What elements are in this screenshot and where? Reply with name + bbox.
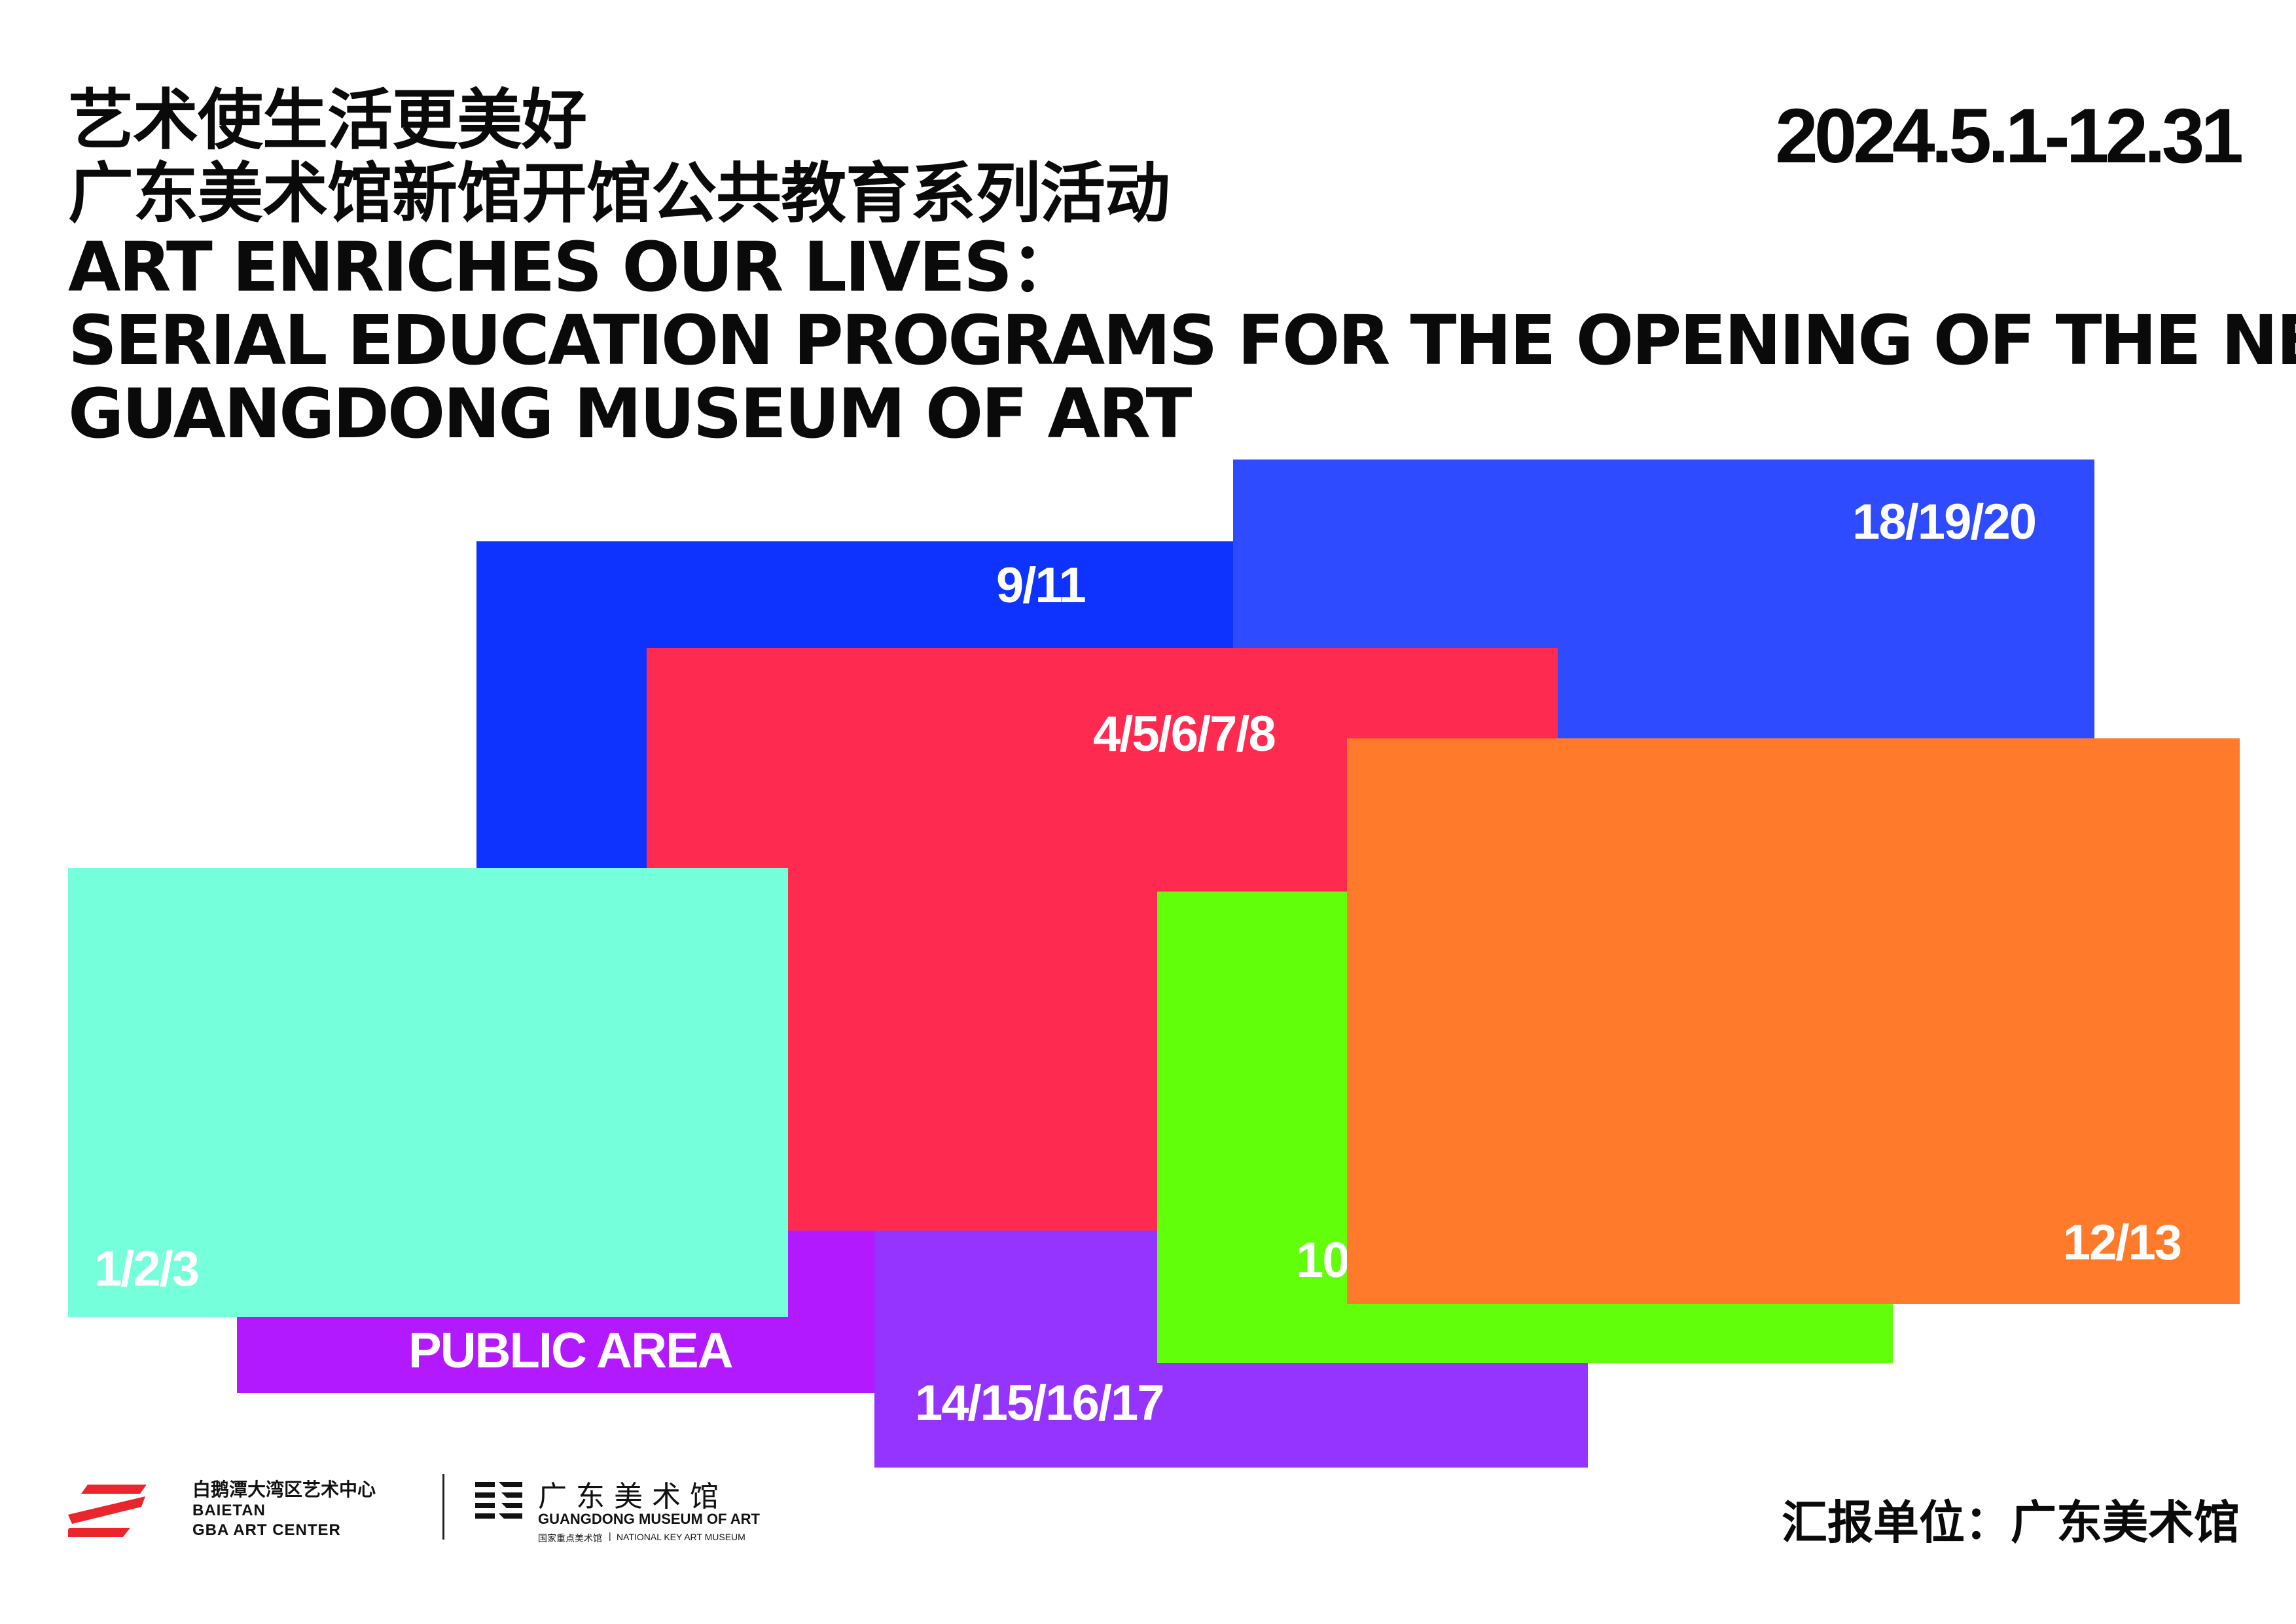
gdmoa-logo-icon bbox=[475, 1482, 522, 1519]
block-label-1-2-3: 1/2/3 bbox=[94, 1241, 200, 1297]
event-date: 2024.5.1-12.31 bbox=[1775, 93, 2244, 179]
block-label-12-13: 12/13 bbox=[2062, 1215, 2182, 1271]
block-label-public-area: PUBLIC AREA bbox=[408, 1323, 734, 1379]
baietan-name-cn: 白鹅潭大湾区艺术中心 bbox=[192, 1479, 376, 1500]
gdmoa-sub-divider: | bbox=[609, 1530, 611, 1541]
gdmoa-name-cn: 广东美术馆 bbox=[538, 1480, 728, 1513]
gdmoa-name-en: GUANGDONG MUSEUM OF ART bbox=[538, 1511, 760, 1527]
baietan-name-en-2: GBA ART CENTER bbox=[192, 1521, 341, 1539]
block-label-10: 10 bbox=[1296, 1233, 1350, 1288]
headline: 艺术使生活更美好 广东美术馆新馆开馆公共教育系列活动 ART ENRICHES … bbox=[68, 82, 2296, 454]
title-cn-line-2: 广东美术馆新馆开馆公共教育系列活动 bbox=[68, 155, 1170, 232]
title-en-line-2: SERIAL EDUCATION PROGRAMS FOR THE OPENIN… bbox=[68, 300, 2296, 380]
title-en-line-1: ART ENRICHES OUR LIVES： bbox=[68, 227, 1079, 307]
gdmoa-sub-en: NATIONAL KEY ART MUSEUM bbox=[617, 1532, 745, 1542]
title-en-line-3: GUANGDONG MUSEUM OF ART bbox=[68, 374, 1192, 454]
block-orange: 12/13 bbox=[1347, 738, 2240, 1304]
block-label-18-19-20: 18/19/20 bbox=[1852, 494, 2037, 550]
reporting-unit: 汇报单位：广东美术馆 bbox=[1782, 1496, 2240, 1549]
footer-logos: 白鹅潭大湾区艺术中心 BAIETAN GBA ART CENTER 广东美术馆 … bbox=[68, 1466, 788, 1545]
block-label-14-17: 14/15/16/17 bbox=[915, 1375, 1164, 1431]
block-label-9-11: 9/11 bbox=[996, 558, 1086, 613]
title-cn-line-1: 艺术使生活更美好 bbox=[68, 82, 587, 158]
baietan-name-en-1: BAIETAN bbox=[192, 1502, 266, 1519]
block-label-4-8: 4/5/6/7/8 bbox=[1093, 706, 1276, 762]
baietan-logo-icon bbox=[68, 1485, 147, 1537]
block-mint: 1/2/3 bbox=[68, 868, 788, 1317]
gdmoa-sub-cn: 国家重点美术馆 bbox=[538, 1534, 602, 1544]
logo-divider bbox=[442, 1474, 444, 1540]
